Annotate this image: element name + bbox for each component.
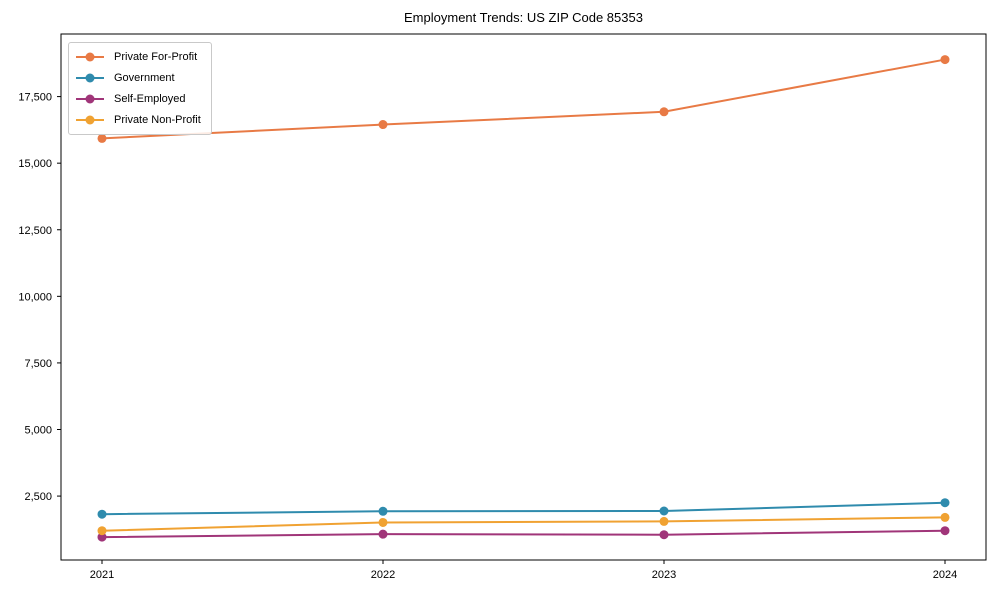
x-tick-label: 2023 (652, 569, 676, 581)
legend-label: Self-Employed (114, 93, 186, 105)
legend-swatch-line-marker-icon (76, 94, 104, 104)
plot-border (60, 33, 987, 561)
legend: Private For-Profit Government Self-Emplo… (68, 42, 212, 135)
data-point-marker (659, 506, 669, 516)
data-point-marker (940, 512, 950, 522)
data-point-marker (378, 506, 388, 516)
legend-swatch-line-marker-icon (76, 52, 104, 62)
data-point-marker (97, 526, 107, 536)
x-tick-label: 2022 (371, 569, 395, 581)
x-tick-label: 2024 (933, 569, 957, 581)
y-tick-label: 17,500 (18, 92, 52, 104)
series-line (101, 529, 946, 539)
data-point-marker (940, 526, 950, 536)
legend-swatch-line-marker-icon (76, 115, 104, 125)
y-tick-label: 12,500 (18, 225, 52, 237)
data-point-marker (940, 498, 950, 508)
series-line (101, 516, 946, 532)
data-point-marker (659, 530, 669, 540)
y-tick-label: 5,000 (24, 424, 52, 436)
data-point-marker (659, 516, 669, 526)
legend-label: Government (114, 72, 175, 84)
series-line (101, 58, 946, 140)
legend-item: Private For-Profit (75, 48, 201, 66)
data-point-marker (97, 532, 107, 542)
data-point-marker (940, 55, 950, 65)
y-tick-label: 2,500 (24, 491, 52, 503)
data-point-marker (97, 133, 107, 143)
legend-label: Private Non-Profit (114, 114, 201, 126)
data-point-marker (97, 509, 107, 519)
data-point-marker (378, 517, 388, 527)
data-point-marker (378, 120, 388, 130)
data-point-marker (378, 529, 388, 539)
y-tick-label: 7,500 (24, 358, 52, 370)
chart-title: Employment Trends: US ZIP Code 85353 (404, 10, 643, 25)
series-line (101, 501, 946, 516)
legend-swatch-line-marker-icon (76, 73, 104, 83)
legend-item: Government (75, 69, 201, 87)
legend-item: Private Non-Profit (75, 111, 201, 129)
y-tick-label: 15,000 (18, 158, 52, 170)
legend-item: Self-Employed (75, 90, 201, 108)
x-tick-label: 2021 (90, 569, 114, 581)
data-point-marker (659, 107, 669, 117)
y-tick-label: 10,000 (18, 291, 52, 303)
legend-label: Private For-Profit (114, 51, 198, 63)
